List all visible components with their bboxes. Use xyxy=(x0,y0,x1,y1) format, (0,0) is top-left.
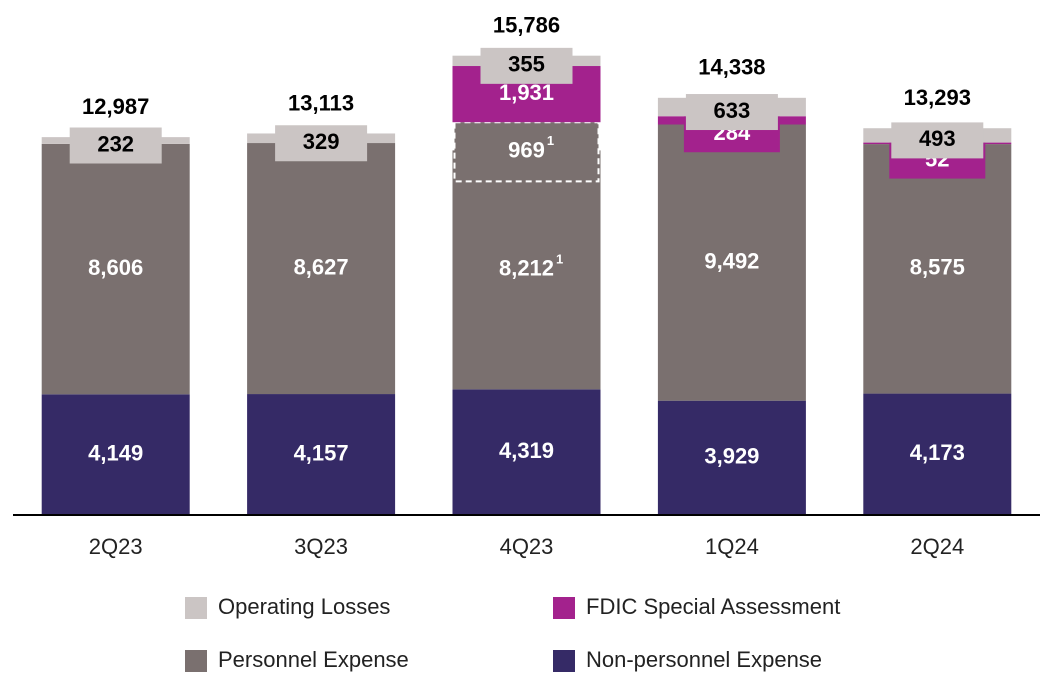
bar-segment xyxy=(863,393,1012,515)
total-label: 15,786 xyxy=(493,13,560,38)
data-label: 4,157 xyxy=(294,440,349,465)
data-label: 8,606 xyxy=(88,255,143,280)
data-label: 493 xyxy=(919,126,956,151)
data-label: 8,575 xyxy=(910,255,965,280)
bar-segment xyxy=(247,394,396,515)
legend-swatch xyxy=(553,650,575,672)
total-label: 14,338 xyxy=(698,55,765,80)
data-label: 329 xyxy=(303,129,340,154)
annotation-box xyxy=(453,121,600,183)
total-label: 12,987 xyxy=(82,94,149,119)
bar-segment xyxy=(657,124,806,401)
legend-label: Personnel Expense xyxy=(218,647,409,672)
data-label: 4,173 xyxy=(910,440,965,465)
total-label: 13,113 xyxy=(288,90,354,115)
bar-segment xyxy=(41,143,190,395)
data-label: 8,627 xyxy=(294,254,349,279)
data-label: 4,319 xyxy=(499,438,554,463)
data-label: 633 xyxy=(714,98,751,123)
x-tick-label: 4Q23 xyxy=(500,534,554,559)
data-label: 9,492 xyxy=(704,248,759,273)
x-tick-label: 1Q24 xyxy=(705,534,759,559)
label-box xyxy=(275,125,368,162)
legend-swatch xyxy=(553,597,575,619)
x-tick-label: 3Q23 xyxy=(294,534,348,559)
data-label: 355 xyxy=(508,52,545,77)
annotation-label: 969 xyxy=(508,138,545,163)
data-label: 4,149 xyxy=(88,440,143,465)
x-tick-label: 2Q24 xyxy=(910,534,964,559)
bar-segment xyxy=(452,150,601,390)
legend-label: FDIC Special Assessment xyxy=(586,594,840,619)
footnote-mark: 1 xyxy=(547,133,554,148)
label-box xyxy=(891,122,984,159)
bar-segment xyxy=(452,389,601,515)
label-box xyxy=(480,47,573,84)
legend-swatch xyxy=(185,597,207,619)
bar-segment xyxy=(41,394,190,515)
bar-segment xyxy=(863,144,1012,394)
legend-swatch xyxy=(185,650,207,672)
bar-segment xyxy=(247,143,396,395)
legend-label: Operating Losses xyxy=(218,594,390,619)
total-label: 13,293 xyxy=(904,85,971,110)
label-box xyxy=(685,94,778,131)
data-label: 1,931 xyxy=(499,80,554,105)
x-tick-label: 2Q23 xyxy=(89,534,143,559)
data-label: 232 xyxy=(97,131,134,156)
footnote-mark: 1 xyxy=(556,251,563,266)
legend-label: Non-personnel Expense xyxy=(586,647,822,672)
bar-segment xyxy=(657,400,806,515)
data-label: 3,929 xyxy=(704,444,759,469)
data-label: 8,212 xyxy=(499,256,554,281)
label-box xyxy=(69,127,162,164)
